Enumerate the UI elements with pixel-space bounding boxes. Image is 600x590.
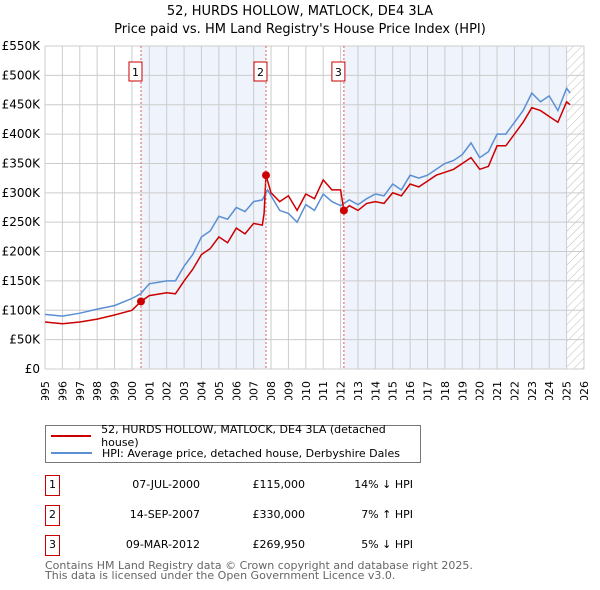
x-tick-label: 2007 (248, 381, 261, 400)
sale-price: £115,000 (252, 478, 306, 491)
y-tick-label: £150K (2, 274, 42, 288)
x-tick-label: 2012 (335, 381, 348, 400)
x-tick-label: 2026 (578, 381, 591, 400)
legend-label-property: 52, HURDS HOLLOW, MATLOCK, DE4 3LA (deta… (101, 423, 386, 449)
x-tick-label: 1999 (109, 381, 122, 400)
footer: Contains HM Land Registry data © Crown c… (45, 559, 473, 582)
chart-subtitle: Price paid vs. HM Land Registry's House … (114, 22, 486, 37)
y-tick-label: £0 (25, 362, 40, 376)
legend-swatch-blue (51, 452, 92, 454)
legend-swatch-red (51, 435, 92, 437)
sale-row: 2 14-SEP-2007 £330,000 7% ↑ HPI (45, 505, 425, 526)
sale-marker-box (253, 61, 268, 82)
x-tick-label: 2014 (369, 381, 382, 400)
sale-price: £269,950 (252, 538, 306, 551)
forecast-hatch (566, 46, 584, 369)
sale-marker-label: 3 (335, 66, 342, 79)
sale-marker-label: 2 (257, 66, 264, 79)
x-tick-label: 2022 (508, 381, 521, 400)
sale-price: £330,000 (252, 508, 306, 521)
y-tick-label: £450K (2, 98, 42, 112)
x-tick-label: 2018 (439, 381, 452, 400)
y-tick-label: £300K (2, 186, 42, 200)
y-tick-label: £500K (2, 68, 42, 82)
y-tick-label: £100K (2, 303, 42, 317)
legend-item-property: 52, HURDS HOLLOW, MATLOCK, DE4 3LA (deta… (51, 423, 420, 449)
sale-point (339, 206, 348, 215)
chart-title: 52, HURDS HOLLOW, MATLOCK, DE4 3LA (166, 4, 434, 19)
x-tick-label: 2009 (282, 381, 295, 400)
x-tick-label: 2020 (474, 381, 487, 400)
sale-point (136, 297, 145, 306)
x-tick-label: 2024 (543, 381, 556, 400)
y-tick-label: £400K (2, 127, 42, 141)
sale-number: 3 (45, 535, 60, 556)
sale-row: 3 09-MAR-2012 £269,950 5% ↓ HPI (45, 535, 425, 556)
hpi-line (44, 86, 571, 317)
x-tick-label: 2000 (126, 381, 139, 400)
x-tick-label: 1995 (39, 381, 52, 400)
sale-marker-box (331, 61, 346, 82)
sale-hpi-diff: 14% ↓ HPI (354, 478, 413, 491)
ownership-shade (343, 46, 567, 369)
x-tick-label: 2015 (387, 381, 400, 400)
x-tick-label: 2013 (352, 381, 365, 400)
x-tick-label: 2005 (213, 381, 226, 400)
x-tick-label: 1996 (56, 381, 69, 400)
x-tick-label: 1997 (74, 381, 87, 400)
x-tick-label: 1998 (91, 381, 104, 400)
y-tick-label: £350K (2, 156, 42, 170)
footer-licence: This data is licensed under the Open Gov… (45, 569, 396, 582)
x-tick-label: 2017 (422, 381, 435, 400)
sale-hpi-diff: 7% ↑ HPI (361, 508, 413, 521)
x-tick-label: 2011 (317, 381, 330, 400)
x-tick-label: 2006 (230, 381, 243, 400)
x-tick-label: 2008 (265, 381, 278, 400)
y-tick-label: £250K (2, 215, 42, 229)
legend: 52, HURDS HOLLOW, MATLOCK, DE4 3LA (deta… (45, 423, 421, 463)
x-tick-label: 2025 (561, 381, 574, 400)
x-tick-label: 2016 (404, 381, 417, 400)
legend-label-hpi: HPI: Average price, detached house, Derb… (102, 446, 400, 460)
x-tick-label: 2021 (491, 381, 504, 400)
sale-number: 1 (45, 475, 60, 496)
x-tick-label: 2003 (178, 381, 191, 400)
sale-number: 2 (45, 505, 60, 526)
price-chart: 1995 1996 1997 1998 1999 2000 2001 2002 2003 2004… (2, 39, 591, 400)
x-tick-label: 2001 (143, 381, 156, 400)
ownership-shade (140, 46, 266, 369)
property-price-line (44, 100, 571, 325)
sale-date: 09-MAR-2012 (125, 538, 200, 551)
x-tick-label: 2004 (195, 381, 208, 400)
y-tick-label: £200K (2, 245, 42, 259)
sale-marker-label: 1 (132, 66, 139, 79)
sale-hpi-diff: 5% ↓ HPI (361, 538, 413, 551)
sale-date: 14-SEP-2007 (129, 508, 200, 521)
y-tick-label: £50K (9, 333, 41, 347)
x-tick-label: 2019 (456, 381, 469, 400)
x-tick-label: 2023 (526, 381, 539, 400)
footer-copyright: Contains HM Land Registry data © Crown c… (45, 559, 473, 572)
sale-point (261, 171, 270, 180)
sale-row: 1 07-JUL-2000 £115,000 14% ↓ HPI (45, 475, 425, 496)
y-tick-label: £550K (2, 39, 42, 53)
x-tick-label: 2002 (161, 381, 174, 400)
x-tick-label: 2010 (300, 381, 313, 400)
legend-item-hpi: HPI: Average price, detached house, Derb… (51, 445, 400, 461)
sale-date: 07-JUL-2000 (132, 478, 200, 491)
sale-marker-box (128, 61, 143, 82)
